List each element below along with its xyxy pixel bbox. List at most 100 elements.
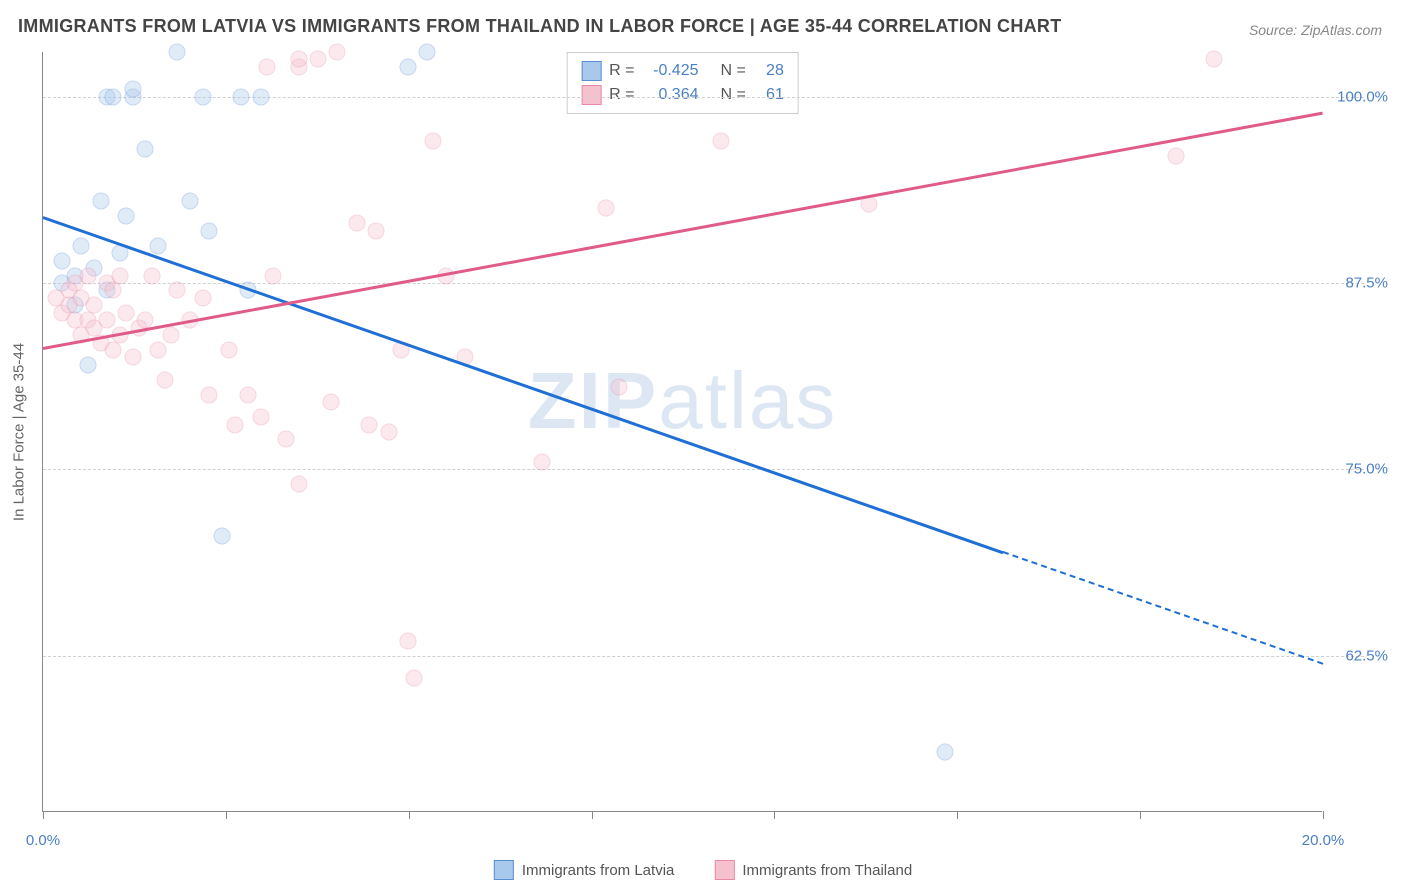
- legend-row: R =-0.425N =28: [581, 59, 784, 83]
- point-thailand: [713, 133, 730, 150]
- point-thailand: [380, 424, 397, 441]
- point-thailand: [220, 342, 237, 359]
- point-thailand: [150, 342, 167, 359]
- point-latvia: [150, 237, 167, 254]
- point-thailand: [291, 51, 308, 68]
- point-thailand: [425, 133, 442, 150]
- point-thailand: [611, 379, 628, 396]
- point-latvia: [124, 81, 141, 98]
- point-thailand: [323, 394, 340, 411]
- legend-r-label: R =: [609, 86, 634, 104]
- point-thailand: [239, 386, 256, 403]
- point-latvia: [169, 44, 186, 61]
- point-latvia: [399, 58, 416, 75]
- x-tick-label: 0.0%: [26, 832, 60, 849]
- chart-container: IMMIGRANTS FROM LATVIA VS IMMIGRANTS FRO…: [0, 0, 1406, 892]
- point-thailand: [79, 267, 96, 284]
- point-latvia: [137, 140, 154, 157]
- legend-swatch: [494, 860, 514, 880]
- series-name: Immigrants from Latvia: [522, 862, 675, 879]
- x-tick: [1323, 811, 1324, 819]
- point-thailand: [105, 342, 122, 359]
- point-latvia: [92, 193, 109, 210]
- gridline: [43, 469, 1364, 470]
- legend-n-label: N =: [721, 62, 746, 80]
- x-tick: [226, 811, 227, 819]
- series-legend-item: Immigrants from Thailand: [714, 860, 912, 880]
- point-thailand: [534, 453, 551, 470]
- point-thailand: [329, 44, 346, 61]
- point-thailand: [156, 371, 173, 388]
- point-thailand: [195, 289, 212, 306]
- x-tick: [592, 811, 593, 819]
- point-thailand: [143, 267, 160, 284]
- trendline-latvia: [43, 216, 1004, 554]
- point-latvia: [937, 744, 954, 761]
- trendline-thailand: [43, 112, 1323, 350]
- point-thailand: [86, 297, 103, 314]
- source-label: Source: ZipAtlas.com: [1249, 22, 1382, 38]
- x-tick-label: 20.0%: [1302, 832, 1345, 849]
- legend-n-value: 61: [754, 86, 784, 104]
- x-tick: [1140, 811, 1141, 819]
- point-latvia: [214, 528, 231, 545]
- point-thailand: [265, 267, 282, 284]
- y-tick-label: 62.5%: [1328, 647, 1388, 664]
- point-latvia: [252, 88, 269, 105]
- trendline-latvia-extrapolated: [1003, 551, 1324, 665]
- point-thailand: [406, 669, 423, 686]
- y-tick-label: 87.5%: [1328, 274, 1388, 291]
- x-tick: [957, 811, 958, 819]
- point-thailand: [310, 51, 327, 68]
- y-tick-label: 75.0%: [1328, 461, 1388, 478]
- point-thailand: [201, 386, 218, 403]
- point-thailand: [348, 215, 365, 232]
- point-thailand: [598, 200, 615, 217]
- legend-r-value: -0.425: [643, 62, 699, 80]
- point-thailand: [252, 409, 269, 426]
- series-name: Immigrants from Thailand: [742, 862, 912, 879]
- legend-n-value: 28: [754, 62, 784, 80]
- point-thailand: [278, 431, 295, 448]
- point-latvia: [73, 237, 90, 254]
- point-thailand: [367, 222, 384, 239]
- point-latvia: [118, 207, 135, 224]
- gridline: [43, 656, 1364, 657]
- legend-swatch: [581, 85, 601, 105]
- y-tick-label: 100.0%: [1328, 88, 1388, 105]
- point-thailand: [1167, 148, 1184, 165]
- legend-row: R = 0.364 N = 61: [581, 83, 784, 107]
- legend-n-label: N =: [721, 86, 746, 104]
- point-thailand: [169, 282, 186, 299]
- x-tick: [774, 811, 775, 819]
- point-latvia: [195, 88, 212, 105]
- point-thailand: [163, 327, 180, 344]
- point-thailand: [1206, 51, 1223, 68]
- point-thailand: [361, 416, 378, 433]
- point-thailand: [99, 312, 116, 329]
- series-legend-item: Immigrants from Latvia: [494, 860, 675, 880]
- point-thailand: [399, 632, 416, 649]
- point-thailand: [227, 416, 244, 433]
- point-latvia: [54, 252, 71, 269]
- x-tick: [409, 811, 410, 819]
- point-latvia: [233, 88, 250, 105]
- chart-title: IMMIGRANTS FROM LATVIA VS IMMIGRANTS FRO…: [18, 16, 1062, 37]
- series-legend: Immigrants from Latvia Immigrants from Th…: [494, 860, 912, 880]
- point-latvia: [79, 356, 96, 373]
- correlation-legend: R = -0.425 N = 28 R = 0.364 N = 61: [566, 52, 799, 114]
- y-axis-label: In Labor Force | Age 35-44: [11, 342, 28, 520]
- point-latvia: [105, 88, 122, 105]
- point-thailand: [259, 58, 276, 75]
- point-latvia: [182, 193, 199, 210]
- point-thailand: [291, 476, 308, 493]
- x-tick: [43, 811, 44, 819]
- point-latvia: [419, 44, 436, 61]
- point-latvia: [201, 222, 218, 239]
- legend-swatch: [581, 61, 601, 81]
- legend-r-value: 0.364: [643, 86, 699, 104]
- legend-swatch: [714, 860, 734, 880]
- point-thailand: [124, 349, 141, 366]
- point-thailand: [118, 304, 135, 321]
- plot-area: ZIPatlas In Labor Force | Age 35-44 R =-…: [42, 52, 1322, 812]
